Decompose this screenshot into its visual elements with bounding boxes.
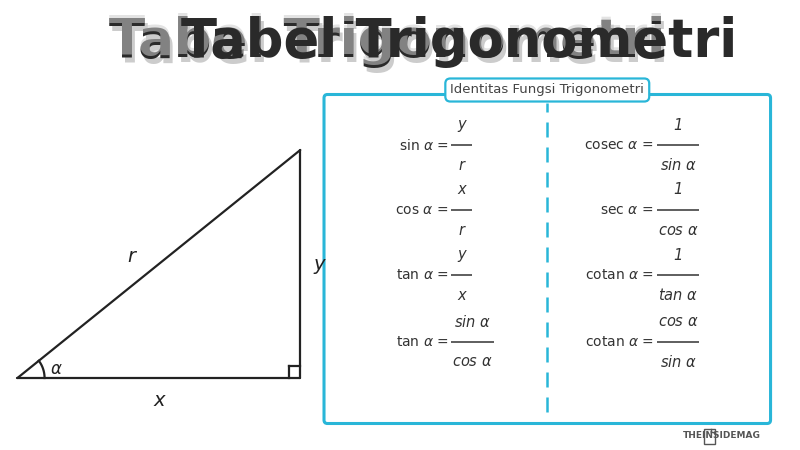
Text: tan $\alpha$ =: tan $\alpha$ = [396,335,449,349]
Text: Tabel Trigonometri: Tabel Trigonometri [110,16,666,68]
Text: 1: 1 [674,117,682,132]
Text: r: r [458,158,465,172]
Text: sin $\alpha$: sin $\alpha$ [659,354,697,370]
Text: 1: 1 [674,183,682,198]
Text: y: y [314,255,326,274]
Text: Tabel Trigonometri: Tabel Trigonometri [181,16,737,68]
Text: y: y [457,117,466,132]
Text: tan $\alpha$ =: tan $\alpha$ = [396,268,449,282]
Text: cos $\alpha$ =: cos $\alpha$ = [395,203,449,217]
Text: sin $\alpha$: sin $\alpha$ [659,157,697,173]
Text: THEINSIDEMAG: THEINSIDEMAG [682,432,760,441]
Text: sin $\alpha$ =: sin $\alpha$ = [398,138,449,153]
Text: cotan $\alpha$ =: cotan $\alpha$ = [585,268,654,282]
Text: 1: 1 [674,248,682,262]
Text: cos $\alpha$: cos $\alpha$ [658,222,698,238]
Text: cos $\alpha$: cos $\alpha$ [452,355,493,369]
Text: x: x [153,391,165,410]
Text: sin $\alpha$: sin $\alpha$ [454,314,491,330]
Text: r: r [128,247,136,266]
Text: Tabel Trigonometri: Tabel Trigonometri [112,21,669,73]
Text: r: r [458,222,465,238]
Bar [704,428,715,444]
Text: x: x [457,183,466,198]
Text: $\alpha$: $\alpha$ [50,360,62,378]
FancyBboxPatch shape [324,94,770,423]
Text: Tabel Trigonometri: Tabel Trigonometri [110,13,666,65]
Text: x: x [457,288,466,302]
Text: cos $\alpha$: cos $\alpha$ [658,315,698,329]
Text: sec $\alpha$ =: sec $\alpha$ = [600,203,654,217]
Text: tan $\alpha$: tan $\alpha$ [658,287,698,303]
Text: cotan $\alpha$ =: cotan $\alpha$ = [585,335,654,349]
Text: y: y [457,248,466,262]
Text: Identitas Fungsi Trigonometri: Identitas Fungsi Trigonometri [450,84,644,96]
Text: cosec $\alpha$ =: cosec $\alpha$ = [584,138,654,152]
